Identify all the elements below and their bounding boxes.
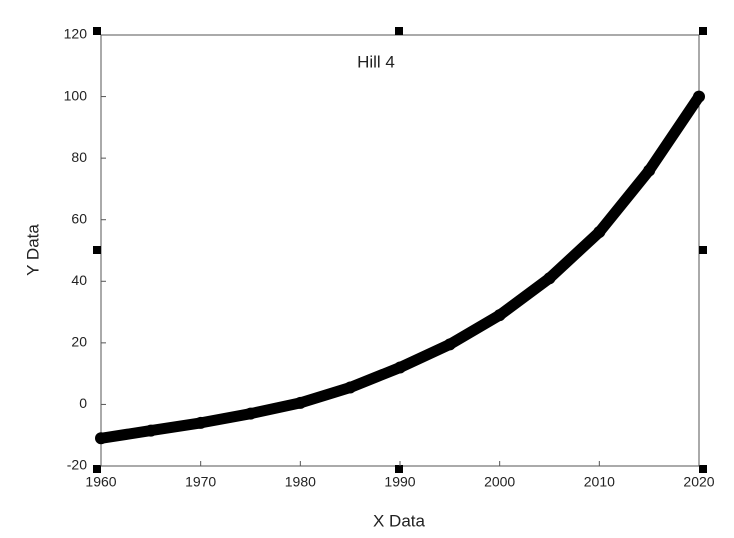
y-tick-label: -20 xyxy=(67,457,87,473)
x-tick-label: 2010 xyxy=(584,474,615,490)
y-tick-label: 0 xyxy=(79,395,87,411)
plot-frame xyxy=(100,34,700,467)
y-axis-label: Y Data xyxy=(23,224,42,276)
data-line xyxy=(95,91,705,444)
x-tick-label: 1960 xyxy=(85,474,116,490)
data-point xyxy=(593,226,606,239)
x-tick-label: 1980 xyxy=(285,474,316,490)
x-tick-label: 1990 xyxy=(384,474,415,490)
y-tick-label: 60 xyxy=(71,210,87,226)
data-point xyxy=(144,424,157,437)
data-point xyxy=(344,381,357,394)
data-point xyxy=(543,272,556,285)
data-point xyxy=(95,432,107,445)
x-tick-label: 2000 xyxy=(484,474,515,490)
y-tick-label: 120 xyxy=(64,26,88,42)
chart-title: Hill 4 xyxy=(357,52,395,71)
data-point xyxy=(294,396,307,409)
x-tick-label: 2020 xyxy=(683,474,714,490)
data-point xyxy=(394,361,406,374)
data-point xyxy=(244,407,257,420)
y-tick-label: 80 xyxy=(71,149,87,165)
y-tick-label: 20 xyxy=(71,334,87,350)
y-tick-label: 40 xyxy=(71,272,87,288)
x-axis-label: X Data xyxy=(373,511,426,530)
y-tick-label: 100 xyxy=(64,87,88,103)
x-tick-label: 1970 xyxy=(185,474,216,490)
data-point xyxy=(194,416,207,429)
data-point xyxy=(493,309,506,322)
selection-handles xyxy=(93,27,707,473)
data-point xyxy=(443,338,456,351)
data-point xyxy=(643,164,656,177)
data-point xyxy=(693,90,705,103)
